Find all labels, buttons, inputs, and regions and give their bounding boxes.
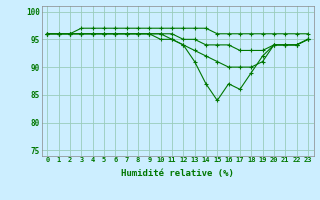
X-axis label: Humidité relative (%): Humidité relative (%) <box>121 169 234 178</box>
